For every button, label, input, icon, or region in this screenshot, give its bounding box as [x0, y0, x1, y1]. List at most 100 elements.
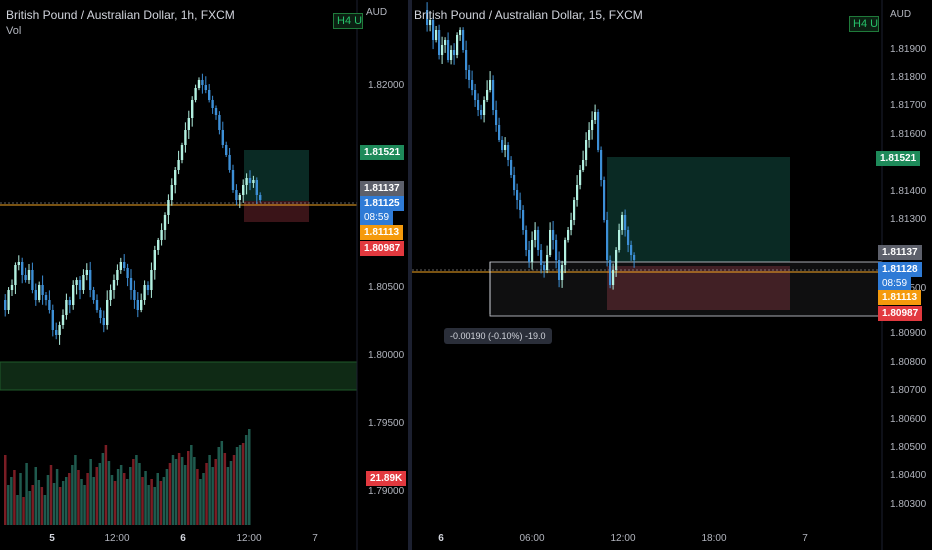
candle-body [82, 275, 85, 290]
volume-bar [71, 465, 74, 525]
candle-body [450, 50, 453, 60]
volume-bar [19, 473, 22, 525]
volume-bar [141, 477, 144, 525]
volume-bar [138, 463, 141, 525]
measure-tooltip: -0.00190 (-0.10%) -19.0 [444, 328, 552, 344]
candle-body [531, 240, 534, 262]
candle-body [163, 215, 167, 230]
stop-loss-zone [244, 201, 309, 222]
price-tick: 1.81700 [890, 100, 927, 111]
volume-bar [101, 453, 105, 525]
candle-body [435, 30, 438, 40]
volume-bar [110, 475, 114, 525]
target-price-tag: 1.81521 [360, 145, 405, 160]
candle-body [582, 160, 585, 170]
grey-price-tag: 1.81137 [878, 245, 922, 260]
price-tick: 1.80300 [890, 499, 927, 510]
time-tick: 06:00 [519, 533, 545, 544]
volume-bar [113, 481, 117, 525]
h4-badge: H4 U [849, 16, 879, 32]
volume-bar [171, 455, 175, 525]
candle-body [34, 290, 37, 300]
candle-body [4, 300, 7, 310]
volume-bar [16, 495, 19, 525]
candle-body [495, 110, 498, 125]
candle-body [248, 178, 252, 183]
volume-bar [65, 477, 68, 525]
candle-body [594, 112, 597, 120]
volume-bar [180, 457, 184, 525]
left-chart-pane[interactable]: British Pound / Australian Dollar, 1h, F… [0, 0, 408, 550]
candle-body [543, 265, 546, 270]
candle-body [600, 150, 603, 180]
candle-body [129, 278, 133, 290]
candle-body [235, 190, 238, 200]
grey-price-tag: 1.81137 [360, 181, 404, 196]
candle-body [546, 255, 549, 270]
price-axis-unit: AUD [366, 7, 388, 18]
candle-body [489, 80, 492, 90]
candle-body [561, 265, 564, 280]
right-chart-canvas[interactable] [412, 0, 932, 550]
candle-body [621, 215, 624, 230]
volume-bar [187, 451, 190, 525]
right-chart-pane[interactable]: British Pound / Australian Dollar, 15, F… [412, 0, 932, 550]
candle-body [153, 250, 156, 270]
volume-bar [77, 470, 80, 525]
candle-body [633, 255, 636, 260]
candle-body [555, 240, 558, 260]
candle-body [146, 285, 150, 290]
price-tick: 1.82000 [368, 80, 405, 91]
volume-bar [174, 459, 178, 525]
candle-body [516, 190, 519, 200]
candle-body [174, 170, 177, 185]
candle-body [483, 100, 486, 115]
candle-body [603, 180, 606, 220]
candle-body [444, 40, 447, 45]
stop-loss-zone [607, 266, 790, 310]
candle-body [109, 290, 112, 300]
time-tick: 7 [802, 533, 808, 544]
candle-body [579, 170, 582, 185]
price-tick: 1.81300 [890, 214, 927, 225]
price-tick: 1.81800 [890, 72, 927, 83]
volume-bar [241, 443, 245, 525]
candle-body [123, 262, 126, 268]
candle-body [504, 145, 507, 150]
candle-body [456, 35, 459, 55]
volume-bar [217, 447, 220, 525]
candle-body [194, 88, 197, 100]
price-tick: 1.80500 [890, 442, 927, 453]
candle-body [65, 300, 68, 315]
candle-body [68, 300, 71, 305]
left-chart-canvas[interactable] [0, 0, 408, 550]
candle-body [630, 245, 633, 255]
last-price-tag: 1.81125 [360, 196, 404, 211]
candle-body [140, 300, 143, 310]
volume-bar [40, 487, 44, 525]
volume-indicator-label[interactable]: Vol [6, 25, 22, 37]
candle-body [567, 230, 570, 240]
volume-bar [31, 485, 34, 525]
candle-body [95, 300, 99, 310]
volume-bar [95, 467, 98, 525]
candle-body [468, 70, 471, 80]
candle-body [143, 285, 146, 300]
candle-body [528, 250, 531, 262]
stop-price-tag: 1.80987 [360, 241, 405, 256]
candle-body [85, 270, 88, 275]
candle-body [214, 108, 218, 115]
measure-box [489, 261, 883, 317]
candle-body [225, 145, 228, 155]
volume-bar [208, 455, 211, 525]
price-tick: 1.80500 [368, 282, 405, 293]
candle-body [44, 295, 48, 300]
pane-divider[interactable] [408, 0, 412, 550]
candle-body [507, 145, 510, 160]
candle-body [89, 270, 92, 290]
price-tick: 1.80600 [890, 414, 927, 425]
volume-bar [199, 479, 202, 525]
left-chart-title: British Pound / Australian Dollar, 1h, F… [6, 8, 235, 22]
volume-bar [98, 463, 102, 525]
time-tick: 5 [49, 533, 55, 544]
